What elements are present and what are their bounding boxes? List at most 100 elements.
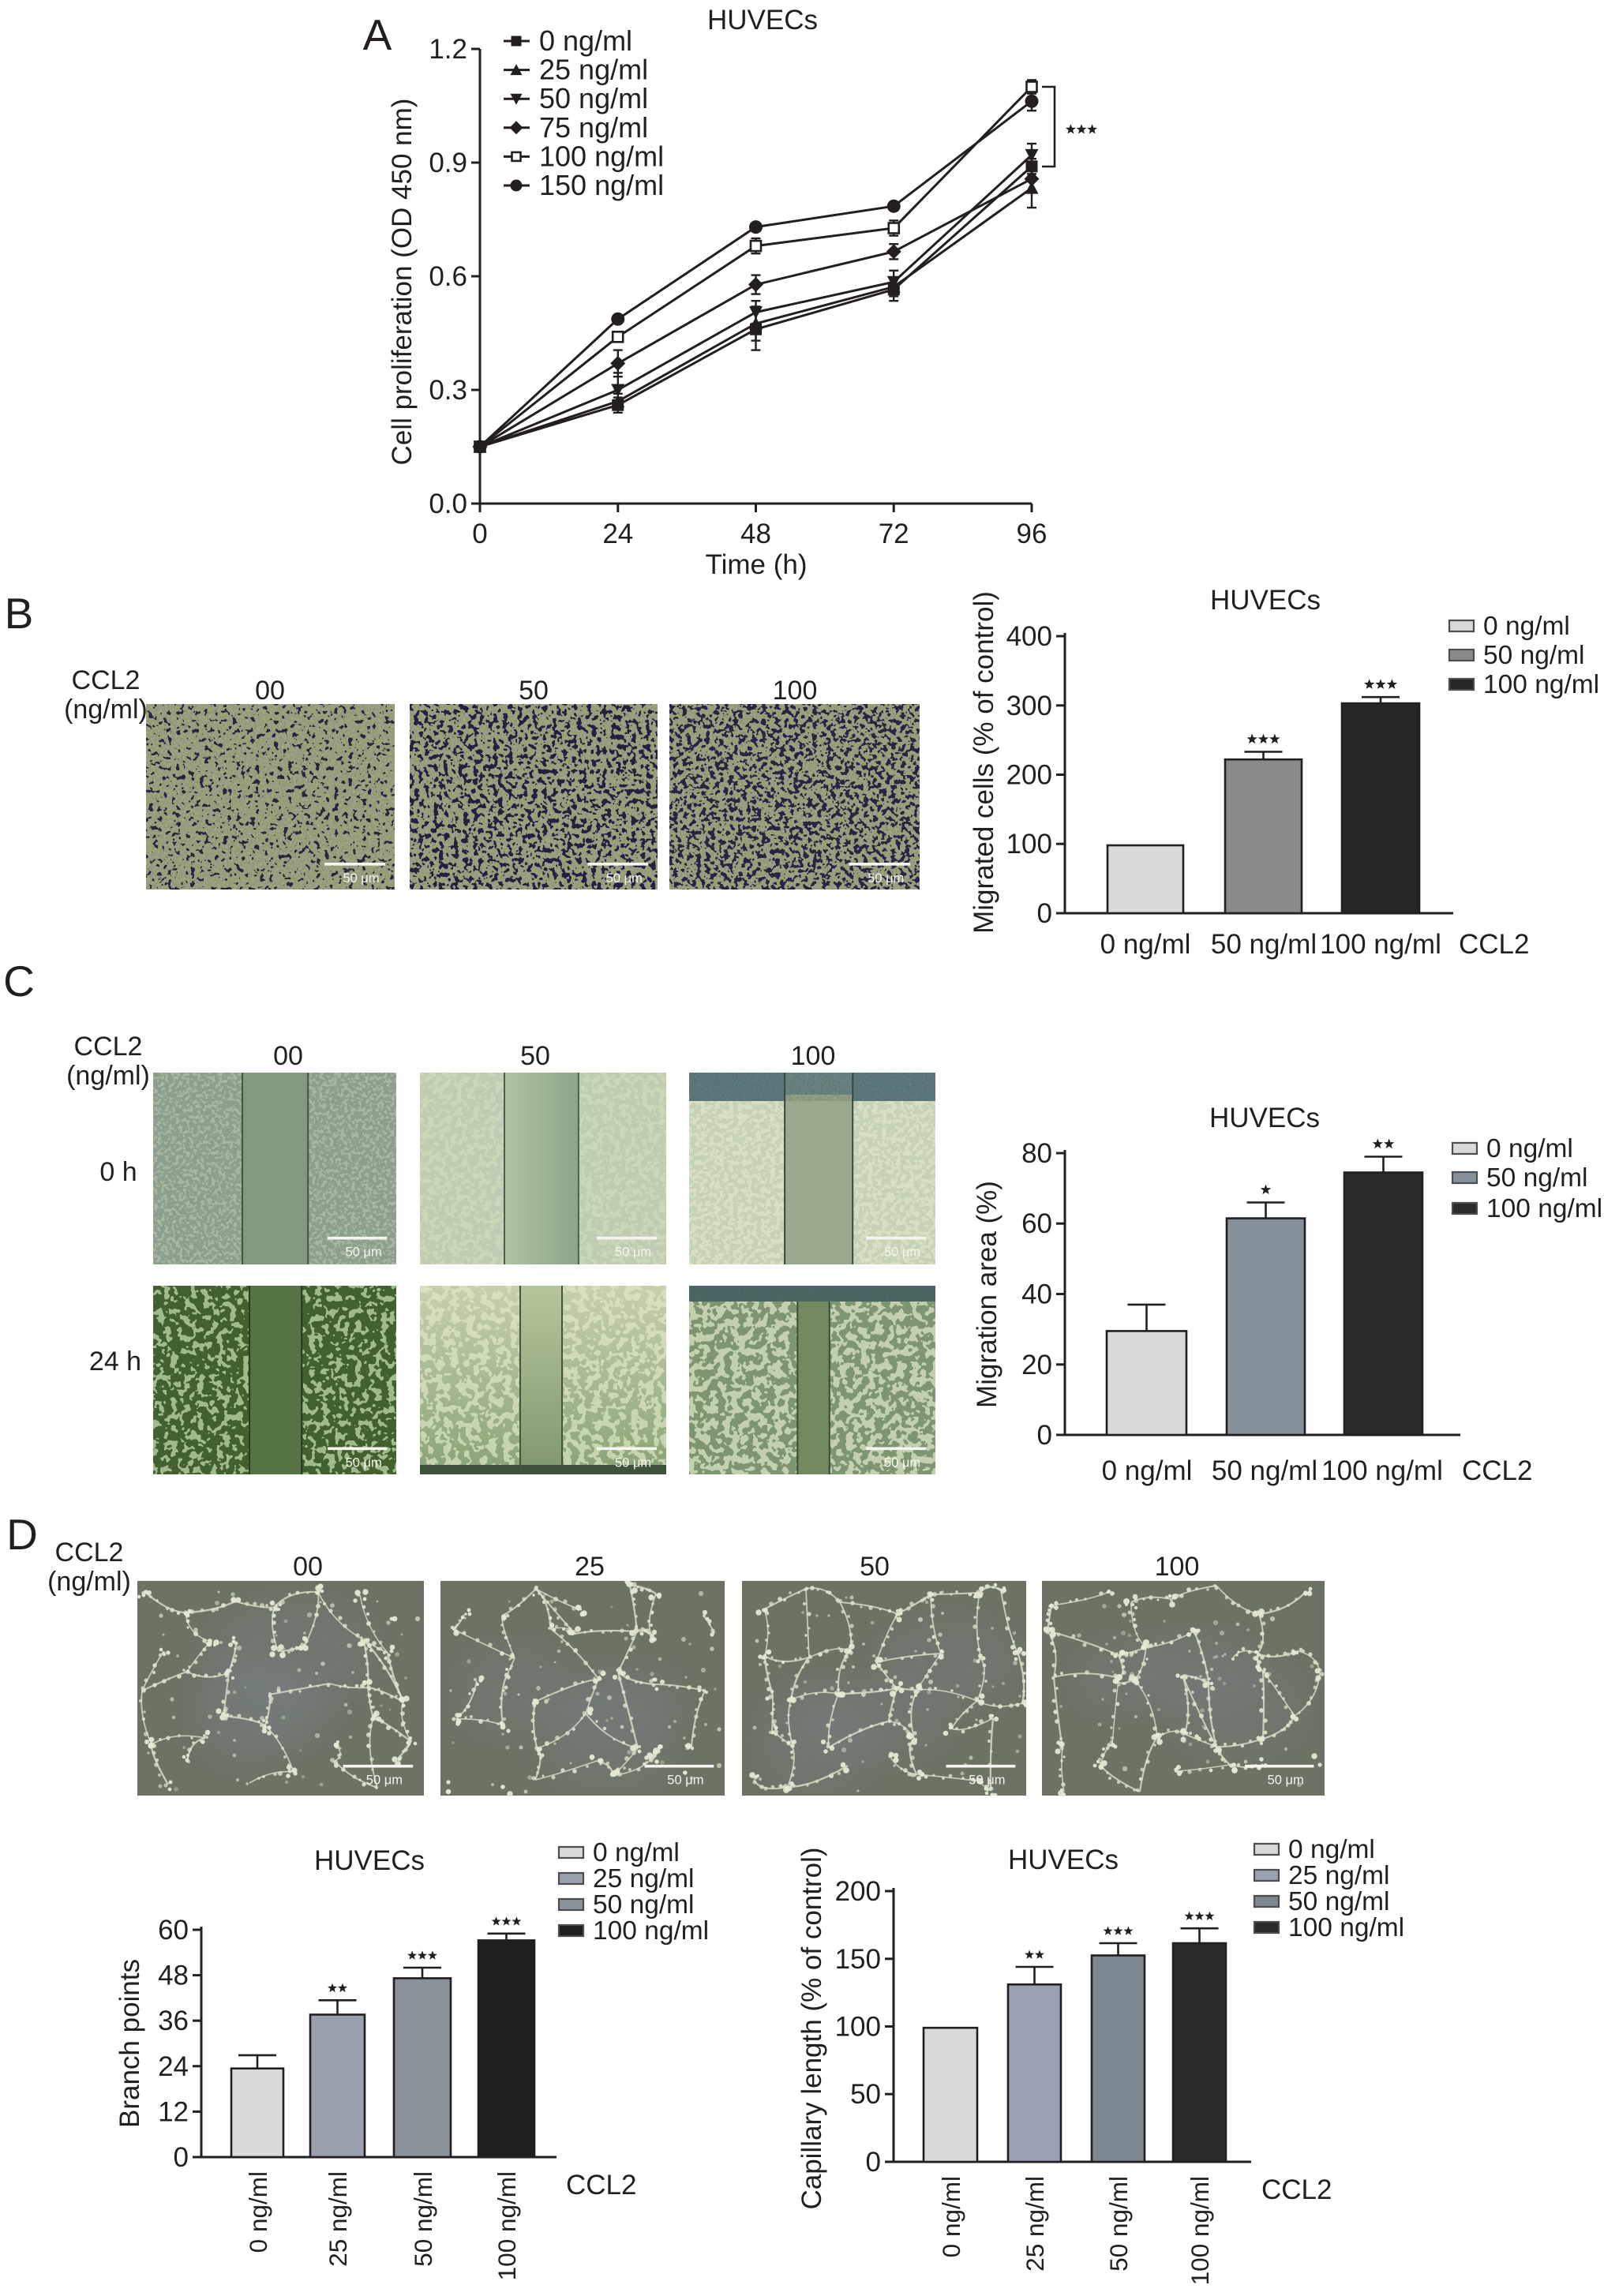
svg-text:CCL2: CCL2 <box>1459 929 1529 960</box>
svg-text:00: 00 <box>255 676 285 706</box>
svg-text:50 μm: 50 μm <box>346 1455 382 1470</box>
svg-text:D: D <box>6 1510 38 1559</box>
svg-text:Time (h): Time (h) <box>706 549 808 580</box>
svg-text:0 ng/ml: 0 ng/ml <box>539 24 632 57</box>
svg-text:100 ng/ml: 100 ng/ml <box>1288 1913 1404 1942</box>
svg-text:C: C <box>3 957 35 1006</box>
svg-text:300: 300 <box>1006 691 1052 721</box>
svg-text:100 ng/ml: 100 ng/ml <box>1486 1194 1602 1223</box>
svg-text:0 ng/ml: 0 ng/ml <box>1288 1835 1375 1864</box>
svg-text:50: 50 <box>860 1552 890 1582</box>
svg-text:50 μm: 50 μm <box>884 1455 920 1470</box>
svg-text:24: 24 <box>602 519 633 549</box>
svg-text:50 μm: 50 μm <box>868 871 904 886</box>
svg-text:48: 48 <box>158 1961 189 1991</box>
svg-text:(ng/ml): (ng/ml) <box>47 1567 131 1597</box>
svg-text:36: 36 <box>158 2006 189 2036</box>
svg-text:100 ng/ml: 100 ng/ml <box>493 2171 521 2280</box>
svg-text:0: 0 <box>1037 898 1052 929</box>
svg-text:50 μm: 50 μm <box>667 1774 703 1788</box>
svg-text:50 ng/ml: 50 ng/ml <box>1211 929 1317 960</box>
svg-text:50 μm: 50 μm <box>346 1245 382 1260</box>
svg-text:100: 100 <box>1155 1552 1200 1582</box>
svg-text:72: 72 <box>879 519 909 549</box>
svg-text:200: 200 <box>1006 760 1052 791</box>
svg-text:(ng/ml): (ng/ml) <box>64 695 148 725</box>
svg-text:60: 60 <box>158 1915 189 1946</box>
svg-text:80: 80 <box>1021 1138 1052 1169</box>
svg-text:0 ng/ml: 0 ng/ml <box>1100 929 1191 960</box>
svg-text:100: 100 <box>773 676 818 706</box>
svg-text:0: 0 <box>866 2147 881 2178</box>
svg-text:50 μm: 50 μm <box>615 1245 651 1260</box>
svg-text:0 ng/ml: 0 ng/ml <box>593 1838 680 1867</box>
svg-text:50 μm: 50 μm <box>343 871 379 886</box>
svg-text:25 ng/ml: 25 ng/ml <box>593 1864 695 1893</box>
svg-text:100 ng/ml: 100 ng/ml <box>1483 670 1599 699</box>
svg-text:0.9: 0.9 <box>429 148 467 178</box>
svg-text:60: 60 <box>1021 1208 1052 1239</box>
svg-text:00: 00 <box>293 1552 323 1582</box>
svg-text:B: B <box>5 589 34 638</box>
svg-text:200: 200 <box>835 1876 881 1907</box>
svg-text:50 ng/ml: 50 ng/ml <box>539 82 648 114</box>
svg-text:50 μm: 50 μm <box>606 871 643 886</box>
svg-text:50 ng/ml: 50 ng/ml <box>409 2171 437 2267</box>
svg-text:24 h: 24 h <box>89 1347 141 1376</box>
svg-text:25 ng/ml: 25 ng/ml <box>1288 1861 1390 1890</box>
svg-text:50 μm: 50 μm <box>884 1245 920 1260</box>
svg-text:CCL2: CCL2 <box>55 1538 124 1567</box>
svg-text:CCL2: CCL2 <box>566 2170 636 2200</box>
svg-text:CCL2: CCL2 <box>1462 1455 1532 1486</box>
svg-text:50 ng/ml: 50 ng/ml <box>1212 1455 1317 1486</box>
svg-text:100 ng/ml: 100 ng/ml <box>1320 929 1441 960</box>
svg-text:20: 20 <box>1021 1350 1052 1380</box>
svg-text:25 ng/ml: 25 ng/ml <box>1021 2176 1049 2272</box>
svg-text:400: 400 <box>1006 621 1052 652</box>
svg-text:CCL2: CCL2 <box>1261 2174 1332 2205</box>
svg-text:Migrated cells (% of control): Migrated cells (% of control) <box>969 591 999 934</box>
svg-text:HUVECs: HUVECs <box>314 1845 425 1876</box>
svg-text:CCL2: CCL2 <box>72 665 141 695</box>
svg-text:HUVECs: HUVECs <box>1210 585 1321 616</box>
svg-text:48: 48 <box>740 519 771 549</box>
svg-text:0.6: 0.6 <box>429 261 467 292</box>
svg-text:100 ng/ml: 100 ng/ml <box>1186 2176 1214 2285</box>
svg-text:0 ng/ml: 0 ng/ml <box>1486 1134 1573 1163</box>
svg-text:HUVECs: HUVECs <box>1008 1845 1119 1875</box>
svg-text:0: 0 <box>174 2142 189 2173</box>
svg-text:0.3: 0.3 <box>429 375 467 406</box>
svg-text:0: 0 <box>1037 1420 1052 1451</box>
svg-text:Migration area (%): Migration area (%) <box>972 1181 1002 1408</box>
svg-text:50 ng/ml: 50 ng/ml <box>593 1890 695 1920</box>
svg-text:50: 50 <box>520 1041 550 1071</box>
svg-text:(ng/ml): (ng/ml) <box>66 1061 150 1091</box>
svg-text:50 μm: 50 μm <box>615 1455 651 1470</box>
svg-text:50 ng/ml: 50 ng/ml <box>1483 641 1585 670</box>
svg-text:25 ng/ml: 25 ng/ml <box>324 2171 352 2267</box>
svg-text:100 ng/ml: 100 ng/ml <box>593 1916 709 1946</box>
svg-text:0 h: 0 h <box>99 1157 137 1187</box>
svg-text:0.0: 0.0 <box>429 489 467 519</box>
svg-text:Cell proliferation (OD 450 nm): Cell proliferation (OD 450 nm) <box>387 99 418 466</box>
svg-text:A: A <box>363 10 392 59</box>
svg-text:25 ng/ml: 25 ng/ml <box>539 54 648 86</box>
svg-text:50 ng/ml: 50 ng/ml <box>1104 2176 1133 2272</box>
svg-text:24: 24 <box>158 2051 189 2082</box>
svg-text:Capillary length (% of control: Capillary length (% of control) <box>796 1847 827 2209</box>
svg-text:100: 100 <box>791 1041 836 1071</box>
svg-text:50 μm: 50 μm <box>1268 1774 1304 1788</box>
svg-text:0: 0 <box>472 519 487 549</box>
svg-text:100 ng/ml: 100 ng/ml <box>539 140 664 172</box>
svg-text:1.2: 1.2 <box>429 34 467 65</box>
svg-text:0 ng/ml: 0 ng/ml <box>1102 1455 1193 1486</box>
svg-text:50: 50 <box>519 676 549 706</box>
svg-text:12: 12 <box>158 2096 189 2127</box>
svg-text:50 μm: 50 μm <box>366 1774 403 1788</box>
svg-text:96: 96 <box>1017 519 1047 549</box>
svg-text:25: 25 <box>575 1552 605 1582</box>
svg-text:0 ng/ml: 0 ng/ml <box>937 2176 965 2257</box>
svg-text:50 ng/ml: 50 ng/ml <box>1486 1163 1588 1193</box>
svg-text:100 ng/ml: 100 ng/ml <box>1321 1455 1443 1486</box>
svg-text:CCL2: CCL2 <box>74 1032 143 1062</box>
